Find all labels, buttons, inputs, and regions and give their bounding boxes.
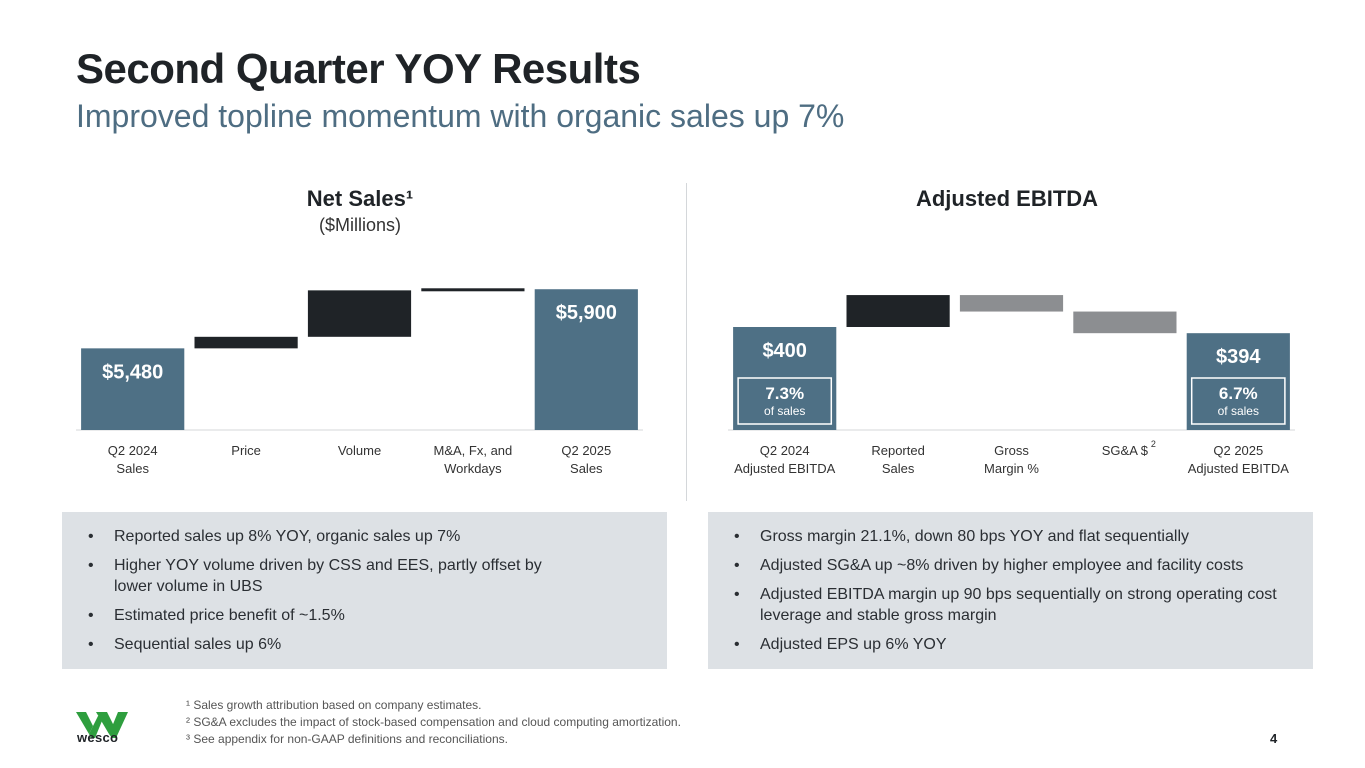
category-label: Q2 2024 [108, 443, 158, 458]
margin-label: of sales [764, 404, 805, 418]
wesco-logo-icon [76, 712, 128, 738]
net-sales-chart-unit: ($Millions) [318, 215, 401, 235]
left-bullet-box: Reported sales up 8% YOY, organic sales … [62, 512, 667, 669]
bar-value-label: $394 [1216, 346, 1261, 368]
bullet-item: Adjusted SG&A up ~8% driven by higher em… [732, 555, 1293, 576]
waterfall-bar [421, 288, 525, 292]
category-label: Adjusted EBITDA [734, 461, 835, 476]
footnote: ³ See appendix for non-GAAP definitions … [186, 732, 508, 746]
net-sales-chart-title: Net Sales¹ [306, 186, 414, 211]
footnotes: ¹ Sales growth attribution based on comp… [186, 697, 681, 748]
category-label: Q2 2024 [760, 443, 810, 458]
margin-label: of sales [1218, 404, 1259, 418]
margin-box [737, 377, 833, 425]
category-label: SG&A $ [1102, 443, 1149, 458]
right-bullet-box: Gross margin 21.1%, down 80 bps YOY and … [708, 512, 1313, 669]
category-label: Q2 2025 [1213, 443, 1263, 458]
margin-value: 6.7% [1219, 384, 1258, 403]
bullet-item: Adjusted EPS up 6% YOY [732, 634, 1293, 655]
bullet-item: Estimated price benefit of ~1.5% [86, 605, 647, 626]
category-label: M&A, Fx, and [434, 443, 513, 458]
bullet-item: Adjusted EBITDA margin up 90 bps sequent… [732, 584, 1293, 626]
waterfall-bar [194, 336, 298, 349]
net-sales-chart: $5,480 Q2 2024 Sales Price Volume M&A, Fx, an… [76, 288, 643, 476]
bullet-item: Sequential sales up 6% [86, 634, 647, 655]
bullet-item: Higher YOY volume driven by CSS and EES,… [86, 555, 647, 597]
bullet-item: Gross margin 21.1%, down 80 bps YOY and … [732, 526, 1293, 547]
chart-divider [686, 183, 687, 501]
category-label: Gross [994, 443, 1029, 458]
logo-text: wesco [77, 730, 119, 745]
waterfall-bar [534, 289, 638, 430]
category-label: Sales [882, 461, 915, 476]
category-label: Workdays [444, 461, 502, 476]
bar-value-label: $400 [762, 340, 807, 362]
waterfall-bar [1186, 333, 1290, 430]
category-label: Volume [338, 443, 381, 458]
bar-value-label: $5,900 [556, 302, 617, 324]
category-label: Reported [871, 443, 924, 458]
page-subtitle: Improved topline momentum with organic s… [76, 98, 845, 134]
waterfall-bar [307, 290, 412, 337]
ebitda-chart-title: Adjusted EBITDA [915, 186, 1099, 211]
waterfall-bar [846, 295, 950, 327]
category-label: Sales [116, 461, 149, 476]
footnote: ¹ Sales growth attribution based on comp… [186, 698, 482, 712]
footnote: ² SG&A excludes the impact of stock-base… [186, 715, 681, 729]
category-superscript: 2 [1151, 439, 1156, 449]
bar-value-label: $5,480 [102, 361, 163, 383]
waterfall-bar [81, 348, 185, 430]
waterfall-bar [959, 295, 1064, 312]
margin-box [1190, 377, 1286, 425]
category-label: Price [231, 443, 261, 458]
page-title: Second Quarter YOY Results [76, 45, 641, 92]
category-label: Adjusted EBITDA [1188, 461, 1289, 476]
category-label: Q2 2025 [561, 443, 611, 458]
category-label: Margin % [984, 461, 1039, 476]
margin-value: 7.3% [765, 384, 804, 403]
waterfall-bar [1073, 311, 1177, 334]
bullet-item: Reported sales up 8% YOY, organic sales … [86, 526, 647, 547]
category-label: Sales [570, 461, 603, 476]
page-number: 4 [1270, 731, 1278, 746]
